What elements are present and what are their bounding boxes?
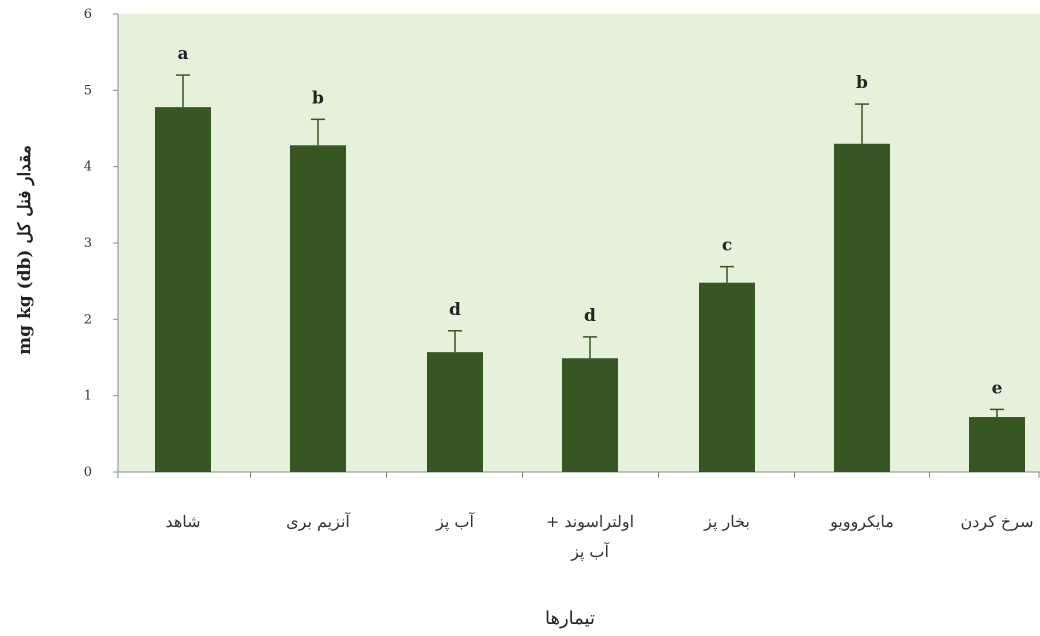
significance-letter: d xyxy=(584,306,596,326)
significance-letter: b xyxy=(856,73,868,93)
bars-group xyxy=(155,107,1025,473)
bar xyxy=(969,417,1025,472)
significance-letter: b xyxy=(312,88,324,108)
bar xyxy=(155,107,211,473)
y-tick-label: 4 xyxy=(84,160,92,175)
category-label: بخار پز xyxy=(703,512,750,531)
significance-labels: a b d d c b e xyxy=(177,44,1002,398)
bar xyxy=(427,352,483,472)
category-label: مایکروویو xyxy=(829,512,894,531)
category-label: شاهد xyxy=(165,512,200,531)
category-label: آب پز xyxy=(435,511,475,531)
bar xyxy=(834,143,890,472)
y-tick-label: 0 xyxy=(84,465,92,480)
x-axis xyxy=(117,471,1040,478)
y-tick-label: 3 xyxy=(84,236,92,251)
category-label: آب پز xyxy=(570,541,610,561)
y-tick-label: 5 xyxy=(84,83,92,98)
bar xyxy=(699,282,755,472)
significance-letter: e xyxy=(992,378,1003,398)
bar xyxy=(562,358,618,472)
y-tick-label: 2 xyxy=(84,312,92,327)
significance-letter: c xyxy=(722,236,732,256)
y-tick-label: 1 xyxy=(84,389,92,404)
category-labels: شاهد آنزیم بری آب پز اولتراسوند + آب پز بخار … xyxy=(165,511,1033,561)
y-axis-title: mg kg (db) مقدار فنل کل xyxy=(15,145,35,355)
significance-letter: a xyxy=(177,44,188,64)
error-bars-group xyxy=(176,74,1004,418)
y-axis: 0 1 2 3 4 5 6 xyxy=(84,7,119,480)
category-label: اولتراسوند + xyxy=(546,512,634,531)
y-tick-label: 6 xyxy=(84,7,92,22)
category-label: آنزیم بری xyxy=(286,511,351,531)
category-label: سرخ کردن xyxy=(961,512,1034,531)
significance-letter: d xyxy=(449,300,461,320)
x-axis-title: تیمارها xyxy=(545,608,595,629)
bar xyxy=(290,145,346,472)
